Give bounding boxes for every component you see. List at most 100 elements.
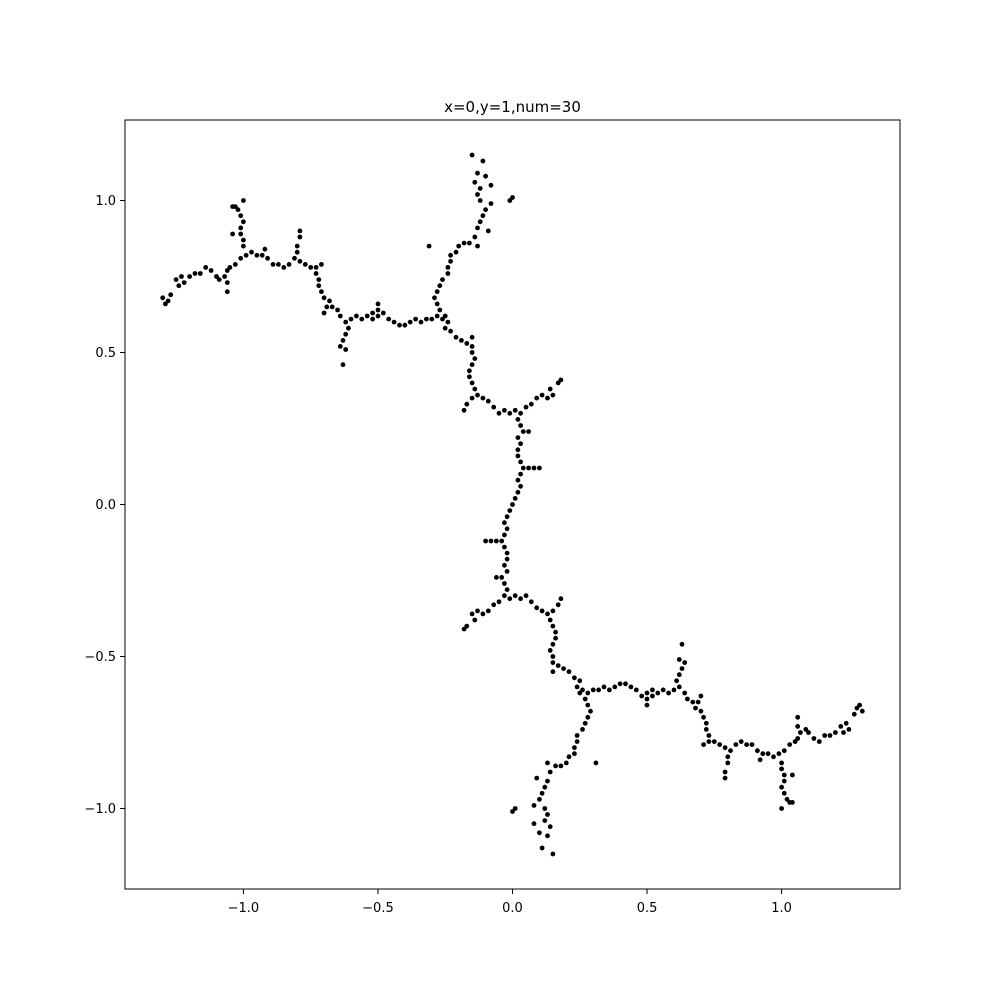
data-point [623, 681, 628, 687]
data-point [512, 496, 518, 501]
data-point [467, 374, 472, 380]
data-point [440, 277, 445, 282]
data-point [238, 225, 244, 231]
data-point [776, 751, 782, 757]
points-layer [160, 152, 865, 857]
data-point [676, 672, 682, 678]
data-point [469, 362, 475, 368]
data-point [483, 207, 488, 213]
data-point [469, 344, 475, 349]
data-point [539, 608, 545, 614]
data-point [437, 307, 443, 313]
data-point [343, 347, 349, 352]
data-point [744, 742, 749, 747]
data-point [494, 538, 499, 544]
data-point [822, 733, 828, 738]
data-point [302, 262, 308, 267]
data-point [313, 265, 319, 270]
data-point [749, 742, 755, 747]
data-point [386, 316, 392, 322]
data-point [499, 575, 505, 580]
data-point [555, 602, 561, 608]
data-point [550, 654, 556, 659]
data-point [585, 714, 591, 720]
data-point [510, 502, 515, 507]
data-point [464, 401, 470, 407]
data-point [781, 772, 787, 778]
x-tick-label: −0.5 [362, 901, 394, 916]
data-point [241, 237, 246, 243]
data-point [518, 410, 523, 416]
data-point [515, 477, 521, 483]
data-point [682, 690, 688, 696]
data-point [483, 173, 488, 179]
data-point [666, 690, 671, 696]
data-point [846, 727, 852, 732]
data-point [224, 289, 230, 295]
data-point [512, 407, 518, 413]
data-point [397, 322, 402, 328]
data-point [434, 301, 440, 307]
data-point [676, 684, 682, 690]
data-point [176, 283, 182, 289]
data-point [572, 751, 577, 757]
data-point [526, 429, 531, 434]
data-point [276, 262, 281, 267]
data-point [534, 395, 540, 401]
data-point [545, 760, 550, 766]
data-point [553, 763, 558, 769]
data-point [375, 313, 381, 319]
data-point [434, 289, 440, 295]
data-point [607, 687, 612, 693]
data-point [518, 441, 523, 447]
data-point [628, 684, 634, 690]
data-point [477, 186, 483, 191]
data-point [660, 687, 666, 693]
data-point [674, 678, 679, 684]
data-point [480, 395, 486, 401]
data-point [679, 666, 685, 671]
plot-frame [124, 119, 901, 890]
data-point [755, 748, 760, 754]
data-point [545, 395, 550, 401]
data-point [504, 514, 510, 520]
data-point [843, 720, 849, 726]
data-point [528, 401, 534, 407]
data-point [413, 316, 418, 322]
data-point [335, 307, 340, 313]
data-point [214, 274, 219, 279]
y-tick-label: 0.5 [95, 346, 116, 361]
data-point [504, 569, 510, 574]
data-point [502, 407, 507, 413]
data-point [580, 727, 585, 732]
data-point [561, 666, 566, 671]
data-point [779, 784, 784, 790]
data-point [537, 830, 542, 836]
data-point [238, 255, 244, 261]
data-point [590, 687, 596, 693]
data-point [504, 587, 510, 592]
data-point [319, 289, 324, 295]
data-point [475, 170, 480, 176]
data-point [811, 736, 817, 741]
data-point [297, 258, 303, 264]
data-point [216, 277, 222, 282]
data-point [480, 213, 486, 219]
data-point [771, 754, 776, 760]
data-point [469, 611, 475, 617]
data-point [593, 760, 599, 766]
data-point [725, 754, 731, 760]
y-tick-label: −0.5 [84, 650, 116, 665]
data-point [722, 775, 728, 781]
data-point [537, 465, 542, 471]
data-point [453, 249, 459, 255]
data-point [316, 283, 322, 289]
data-point [650, 687, 655, 693]
data-point [472, 234, 478, 240]
y-tick-label: 1.0 [95, 194, 116, 209]
data-point [523, 593, 529, 599]
data-point [485, 398, 491, 404]
data-point [321, 310, 327, 316]
data-point [701, 742, 706, 747]
